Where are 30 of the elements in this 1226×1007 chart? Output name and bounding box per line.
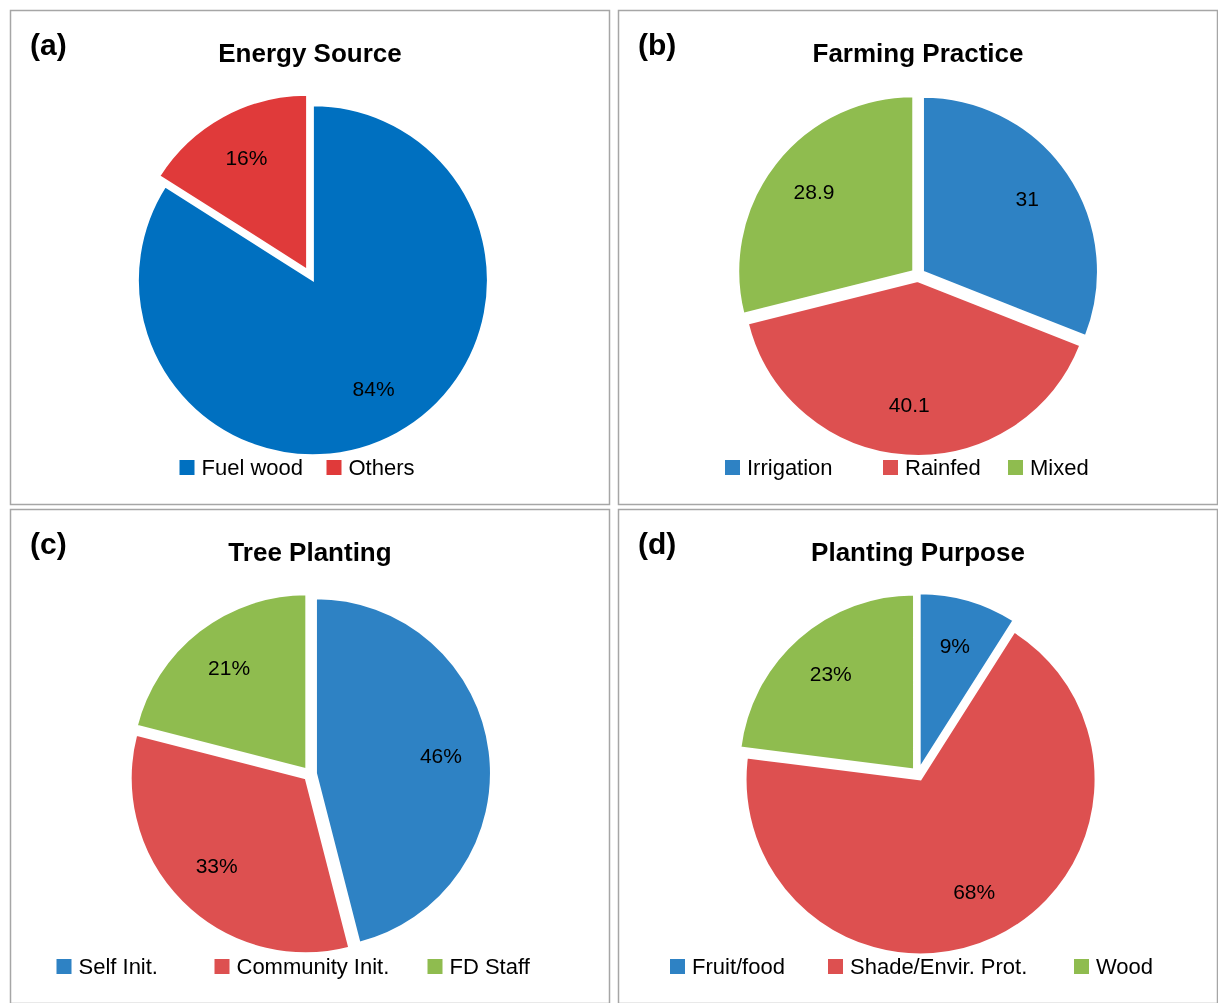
chart-title: Farming Practice [812,38,1024,68]
data-label: 9% [939,633,971,657]
legend-label: FD Staff [449,954,531,979]
data-label: 33% [195,853,238,877]
legend-label: Mixed [1030,455,1089,480]
data-label: 68% [953,879,996,903]
legend-label: Fruit/food [692,954,785,979]
legend-label: Fuel wood [201,455,304,480]
text: (a) [30,28,67,61]
data-label: 23% [809,661,852,685]
data-label: 31 [1015,187,1039,211]
chart-title: Tree Planting [228,537,392,567]
legend-label: Wood [1096,954,1154,979]
text: (b) [638,28,677,61]
data-label: 21% [208,656,251,680]
data-label: 84% [352,377,395,401]
legend-label: Community Init. [236,954,390,979]
text: (d) [638,527,677,560]
legend-label: Rainfed [905,455,981,480]
legend-label: Shade/Envir. Prot. [850,954,1028,979]
data-label: 40.1 [888,393,930,417]
legend-label: Irrigation [747,455,833,480]
data-label: 16% [225,145,268,169]
data-label: 46% [419,744,462,767]
data-label: 28.9 [793,180,835,204]
legend-label: Self Init. [78,954,158,979]
chart-title: Planting Purpose [811,537,1025,567]
legend-label: Others [348,455,415,480]
chart-title: Energy Source [218,38,402,68]
text: (c) [30,527,67,560]
